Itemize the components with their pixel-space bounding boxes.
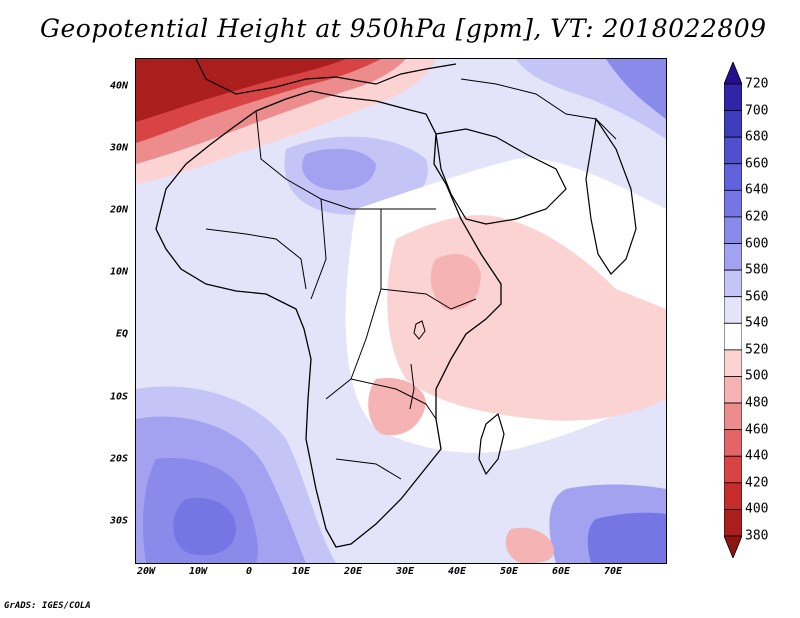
india-coastline bbox=[585, 117, 637, 275]
colorbar-tick-label: 420 bbox=[745, 475, 769, 491]
colorbar-segment bbox=[724, 349, 742, 377]
border-south-africa bbox=[335, 458, 402, 480]
colorbar-tick-label: 580 bbox=[745, 262, 769, 278]
border-central bbox=[325, 209, 382, 400]
colorbar-tick-label: 620 bbox=[745, 209, 769, 225]
colorbar-segment bbox=[724, 509, 742, 537]
colorbar-segment bbox=[724, 243, 742, 271]
lon-label-10w: 10W bbox=[188, 566, 208, 577]
lon-label-30e: 30E bbox=[395, 566, 415, 577]
field-contour-east-africa-core bbox=[430, 254, 481, 310]
lon-label-10e: 10E bbox=[291, 566, 311, 577]
colorbar-segment bbox=[724, 429, 742, 457]
colorbar-tick-label: 560 bbox=[745, 289, 769, 305]
field-contour-south-central-high bbox=[368, 378, 426, 436]
colorbar-bottom-triangle bbox=[724, 535, 742, 558]
colorbar-tick-label: 480 bbox=[745, 395, 769, 411]
lon-label-40e: 40E bbox=[447, 566, 467, 577]
lat-label-eq: EQ bbox=[115, 328, 128, 340]
lon-label-70e: 70E bbox=[603, 566, 623, 577]
geopotential-field-map bbox=[136, 59, 666, 563]
colorbar-segment bbox=[724, 482, 742, 510]
colorbar-tick-label: 540 bbox=[745, 315, 769, 331]
field-contour-madagascar-south-high bbox=[505, 527, 554, 563]
border-middle-east bbox=[460, 78, 617, 140]
colorbar-segment bbox=[724, 402, 742, 431]
colorbar-segment bbox=[724, 376, 742, 404]
field-contour-nw-380 bbox=[136, 59, 346, 122]
colorbar-segment bbox=[724, 455, 742, 484]
border-west-africa bbox=[205, 228, 307, 290]
colorbar-top-triangle bbox=[724, 62, 742, 85]
colorbar-segment bbox=[724, 163, 742, 191]
colorbar-tick-label: 660 bbox=[745, 156, 769, 172]
colorbar-segment bbox=[724, 269, 742, 298]
madagascar-coastline bbox=[478, 412, 505, 476]
africa-coastline bbox=[155, 90, 502, 548]
lat-label-20n: 20N bbox=[109, 204, 128, 216]
lon-label-0: 0 bbox=[245, 566, 253, 577]
colorbar-segment bbox=[724, 110, 742, 138]
field-contour-south-atlantic-core bbox=[173, 498, 236, 556]
europe-coastline bbox=[195, 59, 457, 95]
lon-label-20w: 20W bbox=[136, 566, 156, 577]
grads-credit: GrADS: IGES/COLA bbox=[4, 601, 91, 611]
field-contour-sahara-core bbox=[302, 148, 376, 191]
border-east-central bbox=[380, 288, 477, 310]
colorbar-tick-label: 640 bbox=[745, 182, 769, 198]
lat-label-30n: 30N bbox=[109, 142, 128, 154]
lat-label-30s: 30S bbox=[109, 515, 128, 527]
lat-label-40n: 40N bbox=[109, 80, 128, 92]
colorbar-tick-label: 460 bbox=[745, 422, 769, 438]
lat-label-20s: 20S bbox=[109, 453, 128, 465]
colorbar-tick-label: 440 bbox=[745, 448, 769, 464]
map-plot-area bbox=[135, 58, 667, 564]
lat-label-10n: 10N bbox=[109, 266, 128, 278]
colorbar-tick-label: 520 bbox=[745, 342, 769, 358]
lat-label-10s: 10S bbox=[109, 391, 128, 403]
lon-label-60e: 60E bbox=[551, 566, 571, 577]
border-southern bbox=[350, 378, 437, 420]
colorbar-tick-label: 380 bbox=[745, 528, 769, 544]
colorbar-segment bbox=[724, 296, 742, 324]
colorbar-tick-label: 500 bbox=[745, 368, 769, 384]
arabia-coastline bbox=[435, 128, 567, 225]
colorbar-tick-label: 400 bbox=[745, 501, 769, 517]
colorbar-tick-label: 680 bbox=[745, 129, 769, 145]
colorbar-tick-label: 700 bbox=[745, 103, 769, 119]
colorbar-segment bbox=[724, 216, 742, 244]
colorbar bbox=[724, 62, 742, 558]
colorbar-tick-label: 600 bbox=[745, 236, 769, 252]
colorbar-segment bbox=[724, 136, 742, 165]
map-title: Geopotential Height at 950hPa [gpm], VT:… bbox=[40, 14, 767, 43]
field-contour-asia-core bbox=[606, 59, 666, 119]
border-sahel-west bbox=[310, 198, 327, 300]
colorbar-segment bbox=[724, 189, 742, 218]
colorbar-segment bbox=[724, 322, 742, 351]
lake-victoria bbox=[413, 320, 426, 340]
colorbar-segment bbox=[724, 83, 742, 111]
lon-label-50e: 50E bbox=[499, 566, 519, 577]
field-contour-indian-ocean-core bbox=[587, 512, 666, 563]
colorbar-tick-label: 720 bbox=[745, 76, 769, 92]
lon-label-20e: 20E bbox=[343, 566, 363, 577]
lake-tanganyika bbox=[409, 363, 415, 410]
